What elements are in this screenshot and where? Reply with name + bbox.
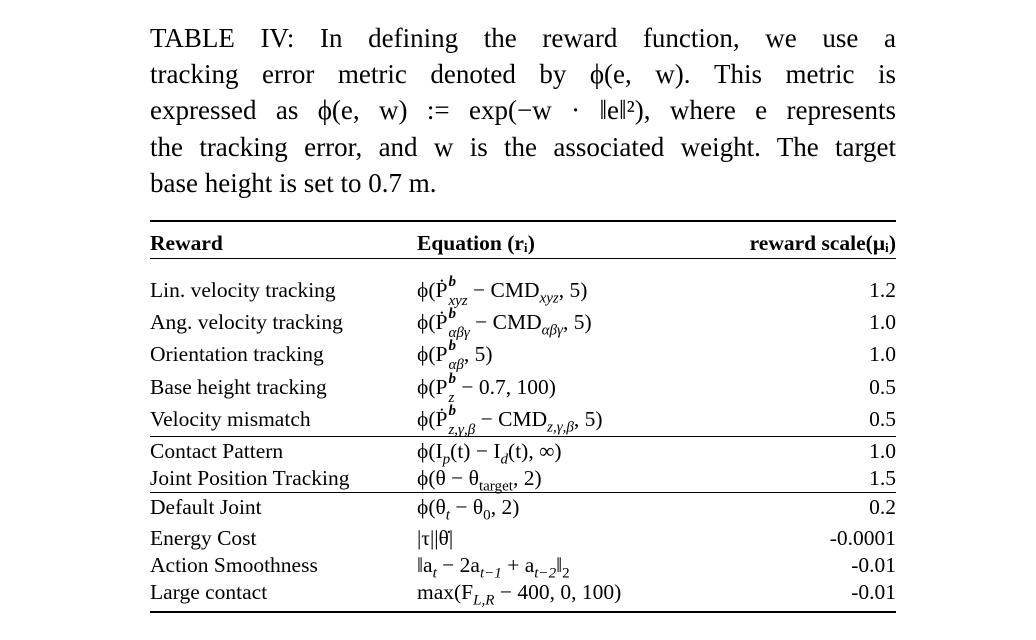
reward-name: Joint Position Tracking — [150, 466, 350, 490]
table-row: Base height tracking ϕ(P b z − 0.7, 100) 0.5 — [150, 371, 896, 405]
table-row: Orientation tracking ϕ(P b αβ, 5) 1.0 — [150, 338, 896, 372]
group-rule — [150, 436, 896, 437]
group-rule — [150, 492, 896, 493]
header-equation: Equation (rᵢ) — [417, 231, 535, 255]
reward-name: Orientation tracking — [150, 342, 324, 366]
table-caption: TABLE IV: In defining the reward functio… — [150, 20, 896, 201]
header-reward: Reward — [150, 231, 223, 255]
reward-name: Action Smoothness — [150, 553, 318, 577]
table-row: Velocity mismatch ϕ(Ṗ b z,γ,β − CMDz,γ,β, 5… — [150, 403, 896, 437]
reward-scale: -0.0001 — [829, 526, 896, 550]
reward-equation: ‖at − 2at−1 + at−2‖2 — [417, 553, 570, 582]
reward-name: Base height tracking — [150, 375, 327, 399]
caption-line: expressed as ϕ(e, w) := exp(−w · ‖e‖²), … — [150, 95, 896, 126]
reward-scale: 1.2 — [869, 278, 896, 302]
reward-scale: 1.0 — [869, 439, 896, 463]
reward-name: Default Joint — [150, 495, 262, 519]
reward-equation: ϕ(Ṗ b xyz − CMDxyz, 5) — [417, 274, 588, 310]
caption-line: tracking error metric denoted by ϕ(e, w)… — [150, 59, 896, 90]
reward-scale: -0.01 — [851, 553, 896, 577]
bottom-rule — [150, 611, 896, 613]
reward-scale: 1.0 — [869, 310, 896, 334]
reward-name: Lin. velocity tracking — [150, 278, 336, 302]
reward-equation: ϕ(P b z − 0.7, 100) — [417, 371, 556, 407]
reward-equation: ϕ(P b αβ, 5) — [417, 338, 493, 374]
caption-line: TABLE IV: In defining the reward functio… — [150, 23, 896, 53]
reward-equation: ϕ(Ṗ b αβγ − CMDαβγ, 5) — [417, 306, 592, 342]
header-rule — [150, 258, 896, 259]
table-row: Ang. velocity tracking ϕ(Ṗ b αβγ − CMDαβγ, … — [150, 306, 896, 340]
table-header: Reward Equation (rᵢ) reward scale(μᵢ) — [150, 230, 896, 256]
top-rule — [150, 220, 896, 222]
reward-scale: 0.5 — [869, 407, 896, 431]
reward-equation: |τ||θ̇| — [417, 526, 454, 550]
table-row: Action Smoothness ‖at − 2at−1 + at−2‖2 -0.… — [150, 552, 896, 582]
reward-name: Contact Pattern — [150, 439, 284, 463]
reward-name: Velocity mismatch — [150, 407, 311, 431]
caption-line: the tracking error, and w is the associa… — [150, 131, 896, 162]
table-row: Energy Cost |τ||θ̇| -0.0001 — [150, 525, 896, 551]
header-scale: reward scale(μᵢ) — [749, 231, 896, 255]
caption-line: base height is set to 0.7 m. — [150, 167, 437, 198]
table-row: Lin. velocity tracking ϕ(Ṗ b xyz − CMDxyz, … — [150, 274, 896, 308]
table-row: Contact Pattern ϕ(Ip(t) − Id(t), ∞) 1.0 — [150, 438, 896, 468]
table-row: Joint Position Tracking ϕ(θ − θtarget, 2)… — [150, 465, 896, 495]
table-row: Default Joint ϕ(θt − θ0, 2) 0.2 — [150, 494, 896, 524]
reward-equation: ϕ(Ip(t) − Id(t), ∞) — [417, 439, 562, 468]
reward-equation: ϕ(θ − θtarget, 2) — [417, 466, 542, 495]
reward-name: Ang. velocity tracking — [150, 310, 343, 334]
reward-scale: 1.0 — [869, 342, 896, 366]
reward-scale: 0.5 — [869, 375, 896, 399]
reward-equation: max(FL,R − 400, 0, 100) — [417, 580, 622, 609]
reward-scale: -0.01 — [851, 580, 896, 604]
table-row: Large contact max(FL,R − 400, 0, 100) -0.0… — [150, 579, 896, 609]
reward-name: Large contact — [150, 580, 268, 604]
reward-equation: ϕ(Ṗ b z,γ,β − CMDz,γ,β, 5) — [417, 403, 603, 439]
reward-scale: 1.5 — [869, 466, 896, 490]
reward-name: Energy Cost — [150, 526, 257, 550]
reward-scale: 0.2 — [869, 495, 896, 519]
reward-equation: ϕ(θt − θ0, 2) — [417, 495, 520, 524]
